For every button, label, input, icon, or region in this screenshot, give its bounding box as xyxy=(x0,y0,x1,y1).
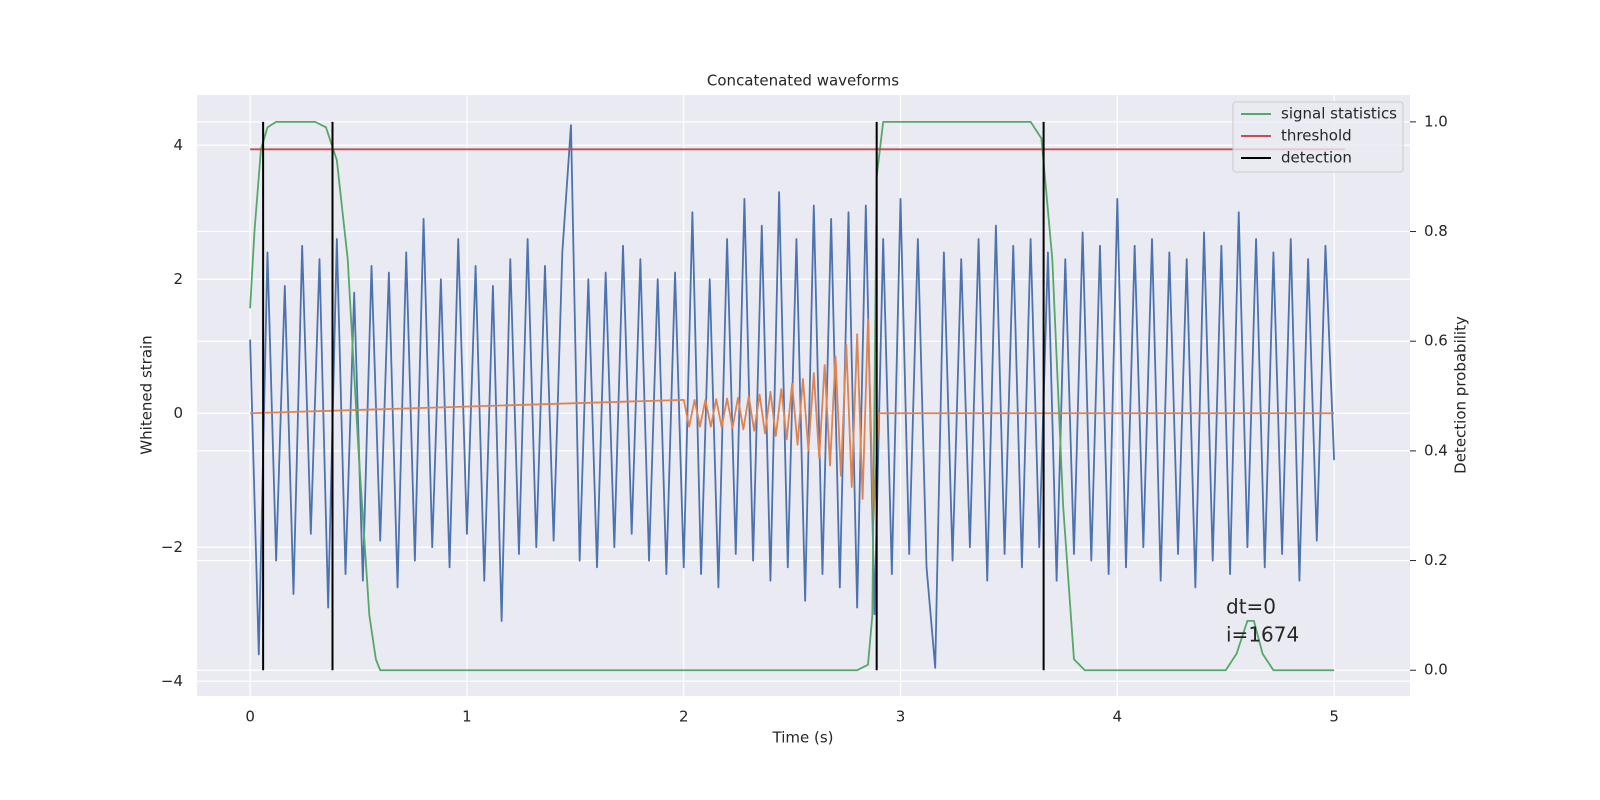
x-tick-label: 1 xyxy=(462,708,472,726)
marks xyxy=(249,120,1345,672)
y2-tick-label: 0.6 xyxy=(1424,332,1448,350)
y-tick-label: −4 xyxy=(161,672,183,690)
y-tick-label: 2 xyxy=(173,270,183,288)
legend-box xyxy=(1232,101,1404,173)
x-tick-label: 2 xyxy=(679,708,689,726)
y-tick-label: 4 xyxy=(173,136,183,154)
y2-tick-label: 1.0 xyxy=(1424,112,1448,130)
legend-label: detection xyxy=(1281,149,1352,167)
y-tick-label: −2 xyxy=(161,538,183,556)
x-tick-label: 0 xyxy=(245,708,255,726)
series-line xyxy=(250,318,1335,522)
y2-tick-label: 0.0 xyxy=(1424,661,1448,679)
series-line xyxy=(249,120,1335,672)
y2-tick-label: 0.2 xyxy=(1424,551,1448,569)
legend-label: threshold xyxy=(1281,127,1352,145)
y2-axis-label: Detection probability xyxy=(1452,316,1470,474)
x-tick-label: 3 xyxy=(896,708,906,726)
annotation: i=1674 xyxy=(1226,623,1299,647)
y-tick-label: 0 xyxy=(173,404,183,422)
legend-label: signal statistics xyxy=(1281,105,1397,123)
chart-title: Concatenated waveforms xyxy=(707,72,899,90)
x-tick-label: 4 xyxy=(1113,708,1123,726)
x-axis-label: Time (s) xyxy=(772,729,834,747)
x-tick-label: 5 xyxy=(1329,708,1339,726)
annotation: dt=0 xyxy=(1226,595,1276,619)
y-axis-label: Whitened strain xyxy=(138,335,156,454)
series-line xyxy=(249,124,1336,669)
y2-tick-label: 0.4 xyxy=(1424,441,1448,459)
legend: signal statistics threshold detection xyxy=(1232,101,1404,173)
y2-tick-label: 0.8 xyxy=(1424,222,1448,240)
